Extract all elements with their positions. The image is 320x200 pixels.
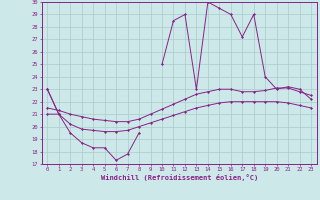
X-axis label: Windchill (Refroidissement éolien,°C): Windchill (Refroidissement éolien,°C): [100, 174, 258, 181]
